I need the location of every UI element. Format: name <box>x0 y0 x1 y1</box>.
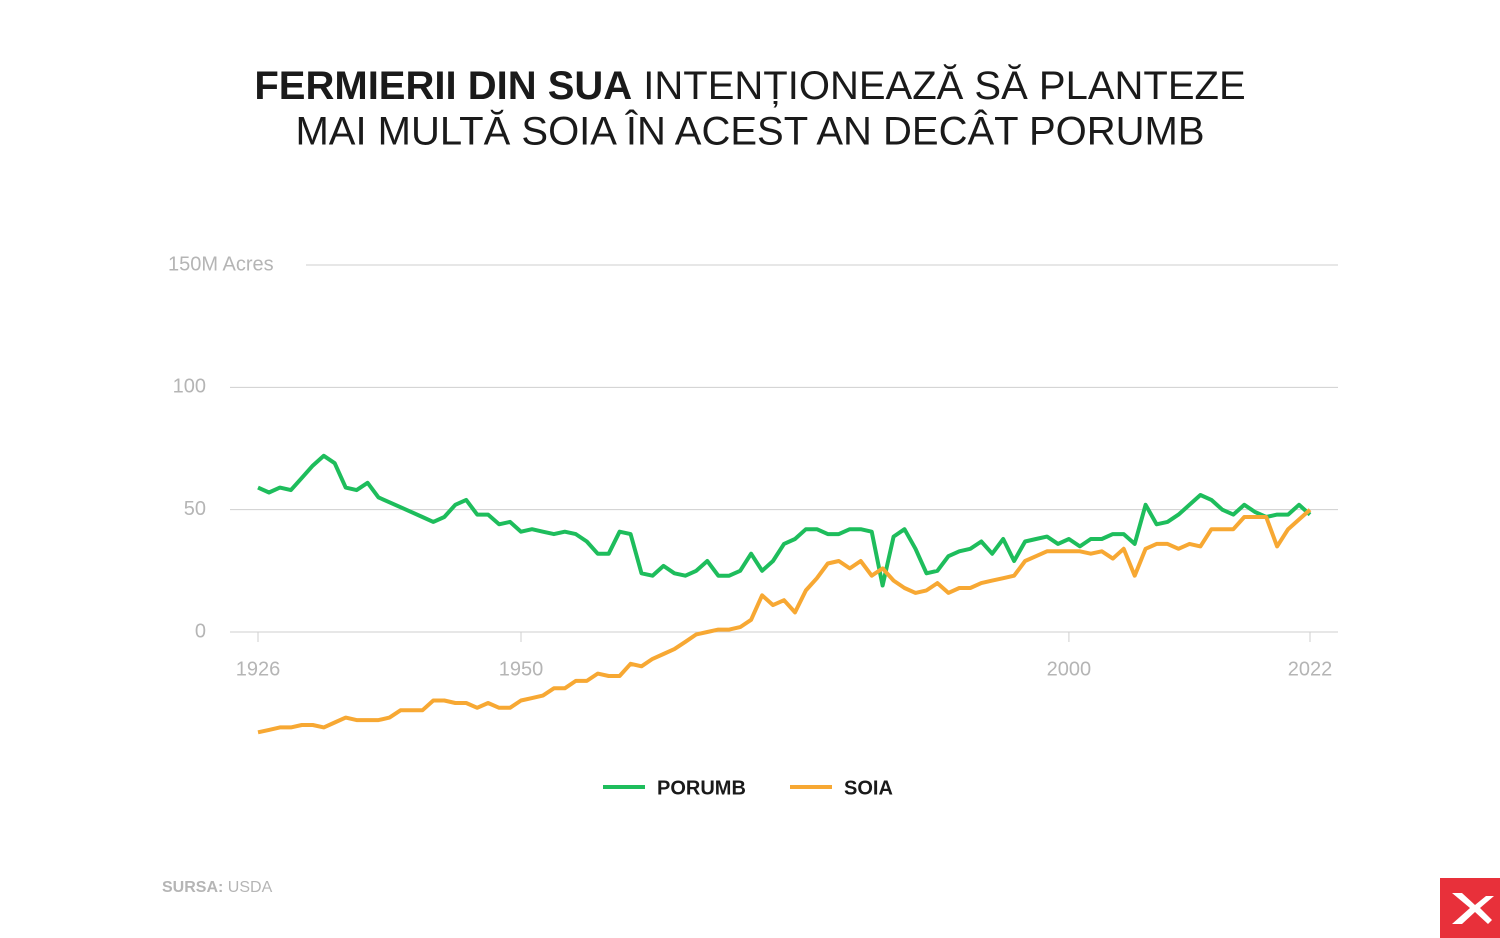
y-tick-label: 0 <box>195 620 206 642</box>
y-tick-label: 50 <box>184 498 206 520</box>
x-tick-label: 2000 <box>1047 658 1092 680</box>
logo-mark <box>1452 893 1494 924</box>
x-tick-label: 2022 <box>1288 658 1333 680</box>
legend-item: PORUMB <box>603 777 746 799</box>
x-tick-label: 1926 <box>236 658 281 680</box>
source-label: SURSA: <box>162 879 223 896</box>
chart-title-line2: MAI MULTĂ SOIA ÎN ACEST AN DECÂT PORUMB <box>295 109 1204 154</box>
x-tick-label: 1950 <box>499 658 544 680</box>
legend-label: PORUMB <box>657 777 746 799</box>
source-name: USDA <box>228 879 273 896</box>
title-bold: FERMIERII DIN SUA <box>254 64 632 108</box>
logo <box>1440 878 1500 938</box>
y-tick-label: 150M Acres <box>168 253 274 275</box>
chart-title: FERMIERII DIN SUA INTENȚIONEAZĂ SĂ PLANT… <box>254 63 1245 108</box>
source: SURSA: USDA <box>162 879 273 896</box>
legend-label: SOIA <box>844 777 893 799</box>
y-tick-label: 100 <box>173 376 206 398</box>
legend-item: SOIA <box>790 777 893 799</box>
series-line <box>257 453 1312 588</box>
title-rest: INTENȚIONEAZĂ SĂ PLANTEZE <box>643 63 1245 108</box>
series-line <box>257 508 1312 735</box>
